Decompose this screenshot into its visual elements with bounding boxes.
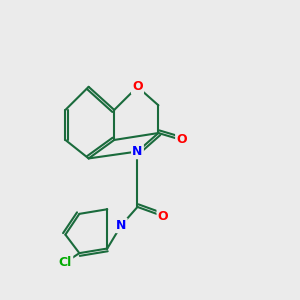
Text: Cl: Cl	[59, 256, 72, 269]
Text: N: N	[132, 145, 143, 158]
Text: O: O	[158, 210, 168, 223]
Text: O: O	[176, 134, 187, 146]
Text: O: O	[132, 80, 143, 93]
Text: N: N	[116, 219, 126, 232]
